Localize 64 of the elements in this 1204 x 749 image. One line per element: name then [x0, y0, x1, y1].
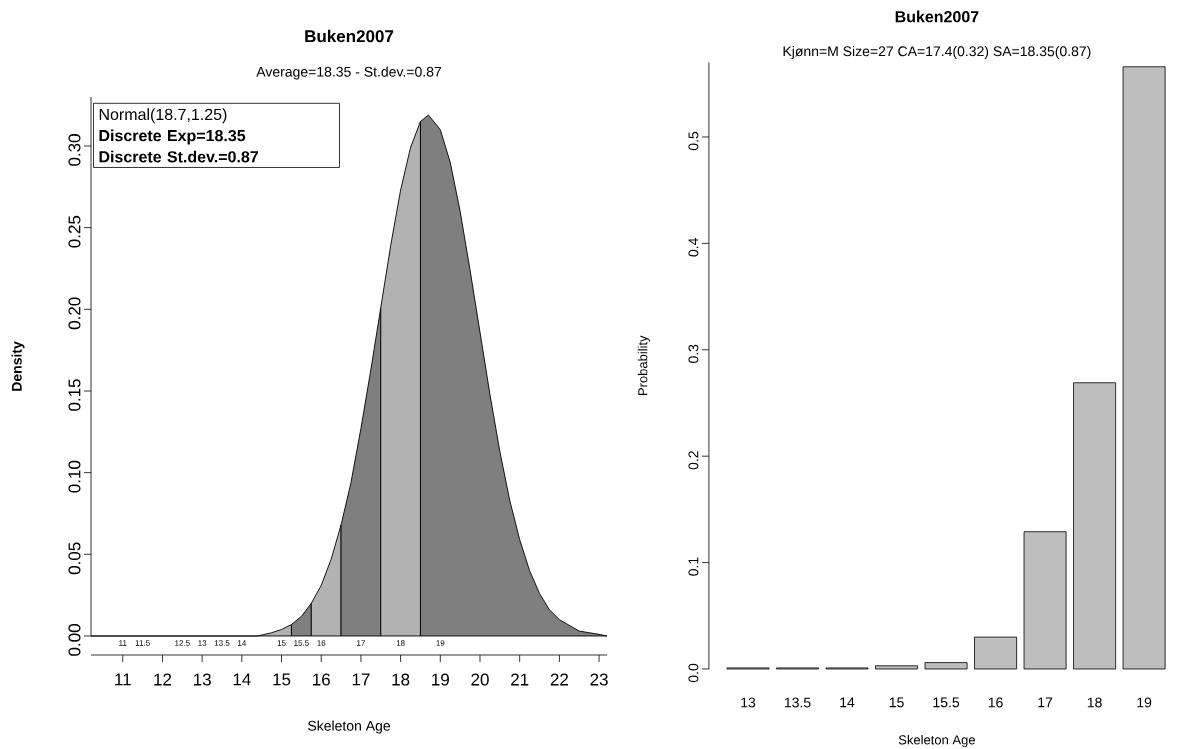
y-tick-label: 0.20 — [68, 297, 81, 330]
x-axis-title: Skeleton Age — [308, 720, 391, 734]
y-tick-label: 0.05 — [68, 542, 81, 575]
annotation: 11 — [119, 640, 127, 646]
bar — [974, 636, 1018, 670]
bar — [1122, 66, 1166, 670]
x-tick-label: 21 — [511, 673, 529, 686]
y-tick-label: 0.30 — [68, 134, 81, 166]
x-tick-label: 18 — [392, 673, 410, 686]
x-tick-label: 19 — [1137, 697, 1152, 708]
x-tick-label: 14 — [840, 697, 855, 708]
y-tick-label: 0.4 — [688, 238, 699, 257]
x-tick-label: 23 — [590, 673, 608, 686]
annotation: 18 — [396, 640, 405, 646]
annotation: 17 — [357, 640, 365, 646]
x-tick-label: 13.5 — [784, 697, 811, 708]
y-tick-label: 0.3 — [688, 344, 699, 363]
annotation: Discrete St.dev.=0.87 — [99, 150, 258, 163]
y-tick-label: 0.00 — [68, 624, 81, 656]
x-tick-label: 13 — [194, 673, 211, 686]
x-tick-label: 19 — [432, 673, 449, 686]
annotation: Normal(18.7,1.25) — [99, 108, 227, 124]
y-tick-label: 0.0 — [688, 663, 699, 683]
x-tick-label: 16 — [988, 697, 1003, 708]
chart-title: Buken2007 — [895, 10, 979, 23]
annotation: 13.5 — [214, 640, 230, 646]
chart-subtitle: Average=18.35 - St.dev.=0.87 — [256, 66, 442, 80]
bar — [924, 662, 968, 670]
x-tick-label: 20 — [471, 673, 489, 686]
y-axis-title: Density — [11, 341, 25, 391]
x-tick-label: 11 — [115, 673, 131, 686]
y-tick-label: 0.15 — [68, 379, 81, 411]
annotation: 15.5 — [294, 640, 309, 646]
y-axis-title: Probability — [637, 335, 650, 396]
x-axis-title: Skeleton Age — [898, 734, 975, 748]
chart-subtitle: Kjønn=M Size=27 CA=17.4(0.32) SA=18.35(0.87) — [783, 45, 1091, 60]
chart-title: Buken2007 — [305, 29, 394, 43]
annotation: 14 — [238, 640, 247, 646]
x-tick-label: 12 — [154, 673, 172, 686]
x-tick-label: 14 — [233, 673, 251, 686]
x-tick-label: 17 — [352, 673, 370, 686]
bar — [875, 665, 918, 670]
annotation: 15 — [277, 640, 286, 646]
annotation: 13 — [198, 640, 207, 646]
annotation: Discrete Exp=18.35 — [99, 129, 246, 145]
x-tick-label: 18 — [1087, 697, 1102, 708]
x-tick-label: 16 — [313, 673, 330, 686]
annotation: 19 — [436, 640, 445, 646]
x-tick-label: 15 — [889, 697, 904, 708]
x-tick-label: 15 — [273, 673, 291, 686]
y-tick-label: 0.1 — [688, 557, 699, 576]
annotation: 12.5 — [175, 640, 190, 646]
x-tick-label: 22 — [550, 673, 568, 686]
annotation: 16 — [317, 640, 326, 646]
bar — [1023, 531, 1067, 670]
x-tick-label: 13 — [741, 697, 756, 708]
y-tick-label: 0.25 — [68, 215, 81, 248]
y-tick-label: 0.10 — [68, 460, 81, 493]
annotation: 11.5 — [135, 640, 150, 646]
x-tick-label: 17 — [1038, 697, 1053, 708]
x-tick-label: 15.5 — [933, 697, 960, 708]
y-tick-label: 0.5 — [688, 131, 699, 151]
y-tick-label: 0.2 — [688, 451, 699, 470]
bar — [1073, 382, 1117, 670]
